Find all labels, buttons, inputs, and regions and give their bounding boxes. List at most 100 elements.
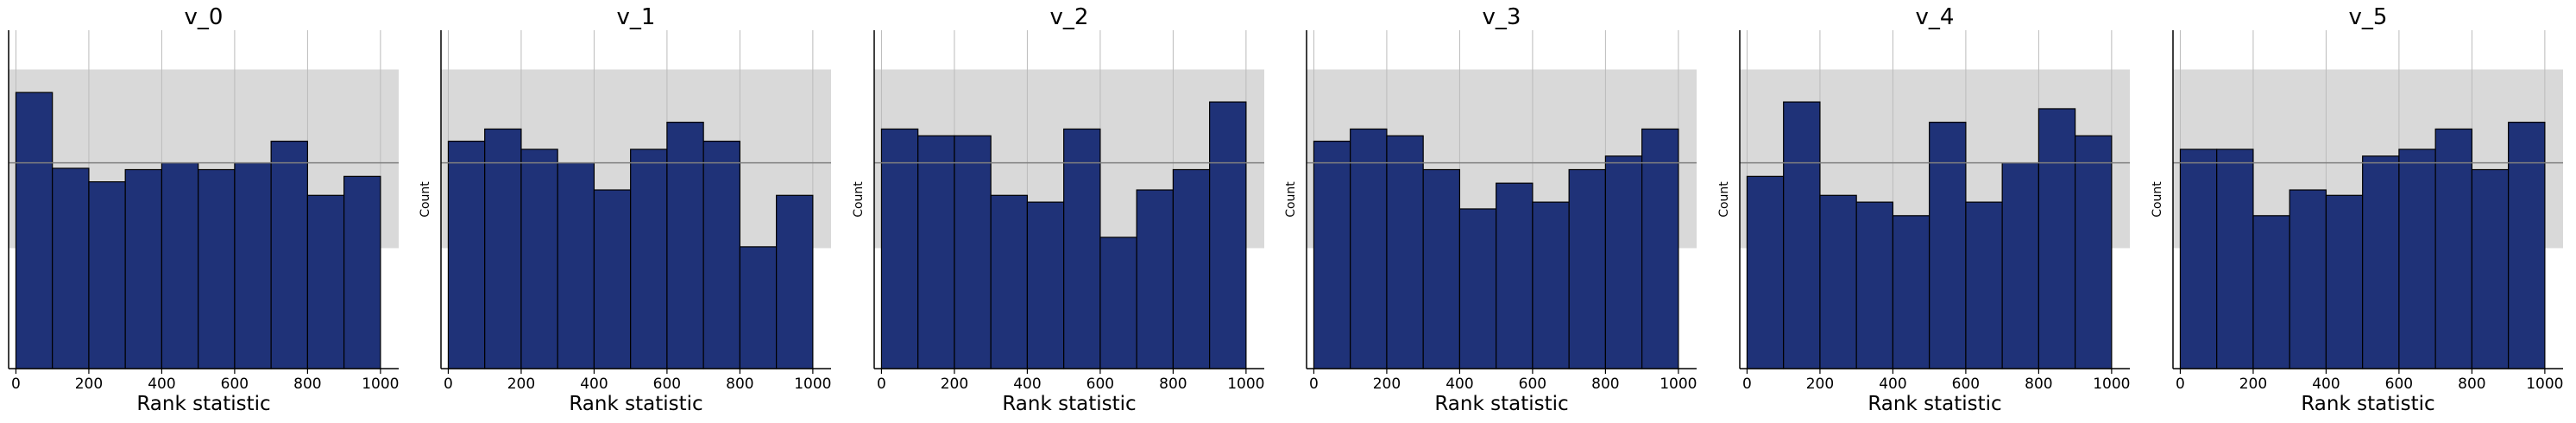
x-tick-label: 1000 bbox=[2093, 376, 2130, 393]
histogram-bar bbox=[15, 92, 54, 369]
histogram-bar bbox=[1458, 208, 1497, 369]
x-tick-label: 800 bbox=[2025, 376, 2052, 393]
histogram-bar bbox=[161, 162, 199, 369]
histogram-bar bbox=[2289, 189, 2327, 369]
x-tick-label: 1000 bbox=[362, 376, 399, 393]
histogram-bar bbox=[124, 168, 163, 369]
x-axis-label: Rank statistic bbox=[2301, 393, 2434, 415]
x-axis-label: Rank statistic bbox=[1002, 393, 1136, 415]
x-tick-label: 0 bbox=[11, 376, 21, 393]
histogram-bar bbox=[1136, 189, 1174, 369]
x-tick-label: 600 bbox=[653, 376, 681, 393]
x-tick-label: 200 bbox=[1373, 376, 1401, 393]
x-tick-label: 600 bbox=[2385, 376, 2413, 393]
histogram-bar bbox=[1819, 194, 1857, 369]
histogram-bar bbox=[1209, 101, 1247, 369]
x-tick-label: 0 bbox=[877, 376, 886, 393]
x-tick-label: 1000 bbox=[2526, 376, 2563, 393]
x-tick-label: 600 bbox=[1519, 376, 1546, 393]
histogram-bar bbox=[1422, 168, 1461, 369]
histogram-bar bbox=[1063, 128, 1101, 369]
y-axis-label: Count bbox=[2151, 181, 2164, 218]
chart-title: v_3 bbox=[1483, 4, 1521, 30]
histogram-bar bbox=[990, 194, 1029, 369]
histogram-bar bbox=[1099, 237, 1137, 369]
x-tick-label: 600 bbox=[1952, 376, 1980, 393]
histogram-bar bbox=[1568, 168, 1606, 369]
x-tick-label: 200 bbox=[75, 376, 103, 393]
histogram-bar bbox=[2252, 215, 2290, 369]
histogram-bar bbox=[1313, 140, 1351, 369]
x-tick-label: 400 bbox=[1445, 376, 1473, 393]
histogram-bar bbox=[1496, 182, 1534, 369]
x-tick-label: 1000 bbox=[1660, 376, 1697, 393]
x-tick-label: 800 bbox=[293, 376, 321, 393]
y-axis-label: Count bbox=[1284, 181, 1298, 218]
histogram-bar bbox=[2325, 194, 2364, 369]
x-tick-label: 0 bbox=[1742, 376, 1752, 393]
x-tick-label: 400 bbox=[1013, 376, 1041, 393]
histogram-bar bbox=[1641, 128, 1679, 369]
histogram-bar bbox=[2398, 148, 2436, 369]
x-tick-label: 1000 bbox=[1227, 376, 1264, 393]
histogram-bar bbox=[2471, 168, 2510, 369]
x-tick-label: 800 bbox=[1159, 376, 1187, 393]
x-axis-label: Rank statistic bbox=[136, 393, 270, 415]
histogram-bar bbox=[2362, 155, 2400, 369]
y-axis-label: Count bbox=[419, 181, 432, 218]
histogram-bar bbox=[2216, 148, 2254, 369]
histogram-bar bbox=[2075, 135, 2113, 369]
histogram-bar bbox=[1172, 168, 1211, 369]
histogram-bar bbox=[954, 135, 992, 369]
x-tick-label: 600 bbox=[221, 376, 249, 393]
x-tick-label: 200 bbox=[2239, 376, 2267, 393]
histogram-bar bbox=[739, 246, 778, 369]
histogram-bar bbox=[484, 128, 522, 369]
chart-title: v_0 bbox=[185, 4, 224, 30]
histogram-bar bbox=[1532, 201, 1570, 369]
histogram-bar bbox=[1892, 215, 1930, 369]
histogram-bar bbox=[447, 140, 486, 369]
histogram-bar bbox=[306, 194, 345, 369]
histogram-bar bbox=[198, 168, 236, 369]
x-tick-label: 0 bbox=[1309, 376, 1319, 393]
histogram-bar bbox=[270, 140, 308, 369]
histogram-bar bbox=[1386, 135, 1424, 369]
chart-title: v_5 bbox=[2349, 4, 2388, 30]
x-tick-label: 0 bbox=[444, 376, 453, 393]
histogram-bar bbox=[2508, 122, 2546, 369]
histogram-bar bbox=[1350, 128, 1388, 369]
histogram-bar bbox=[1746, 175, 1785, 369]
histogram-bar bbox=[1855, 201, 1894, 369]
histogram-bar bbox=[2179, 148, 2218, 369]
chart-title: v_1 bbox=[617, 4, 656, 30]
x-tick-label: 0 bbox=[2176, 376, 2185, 393]
x-tick-label: 200 bbox=[941, 376, 968, 393]
histogram-bar bbox=[1965, 201, 2003, 369]
x-tick-label: 800 bbox=[1591, 376, 1619, 393]
x-axis-label: Rank statistic bbox=[569, 393, 702, 415]
histogram-bar bbox=[52, 167, 90, 369]
histogram-bar bbox=[343, 175, 381, 369]
x-axis-label: Rank statistic bbox=[1867, 393, 2001, 415]
histogram-bar bbox=[1604, 155, 1643, 369]
histogram-bar bbox=[702, 140, 740, 369]
histogram-bar bbox=[557, 162, 595, 369]
histogram-bar bbox=[234, 162, 272, 369]
histogram-bar bbox=[917, 135, 955, 369]
histogram-bar bbox=[2001, 162, 2039, 369]
histogram-bar bbox=[593, 189, 632, 369]
x-tick-label: 800 bbox=[726, 376, 753, 393]
chart-title: v_4 bbox=[1916, 4, 1955, 30]
histogram-bar bbox=[1783, 101, 1821, 369]
histogram-bar bbox=[630, 148, 668, 369]
x-tick-label: 200 bbox=[1806, 376, 1834, 393]
x-axis-label: Rank statistic bbox=[1434, 393, 1568, 415]
x-tick-label: 1000 bbox=[794, 376, 831, 393]
x-tick-label: 200 bbox=[507, 376, 535, 393]
x-tick-label: 600 bbox=[1086, 376, 1114, 393]
x-tick-label: 400 bbox=[1879, 376, 1906, 393]
histogram-bar bbox=[666, 122, 704, 369]
x-tick-label: 400 bbox=[2312, 376, 2340, 393]
